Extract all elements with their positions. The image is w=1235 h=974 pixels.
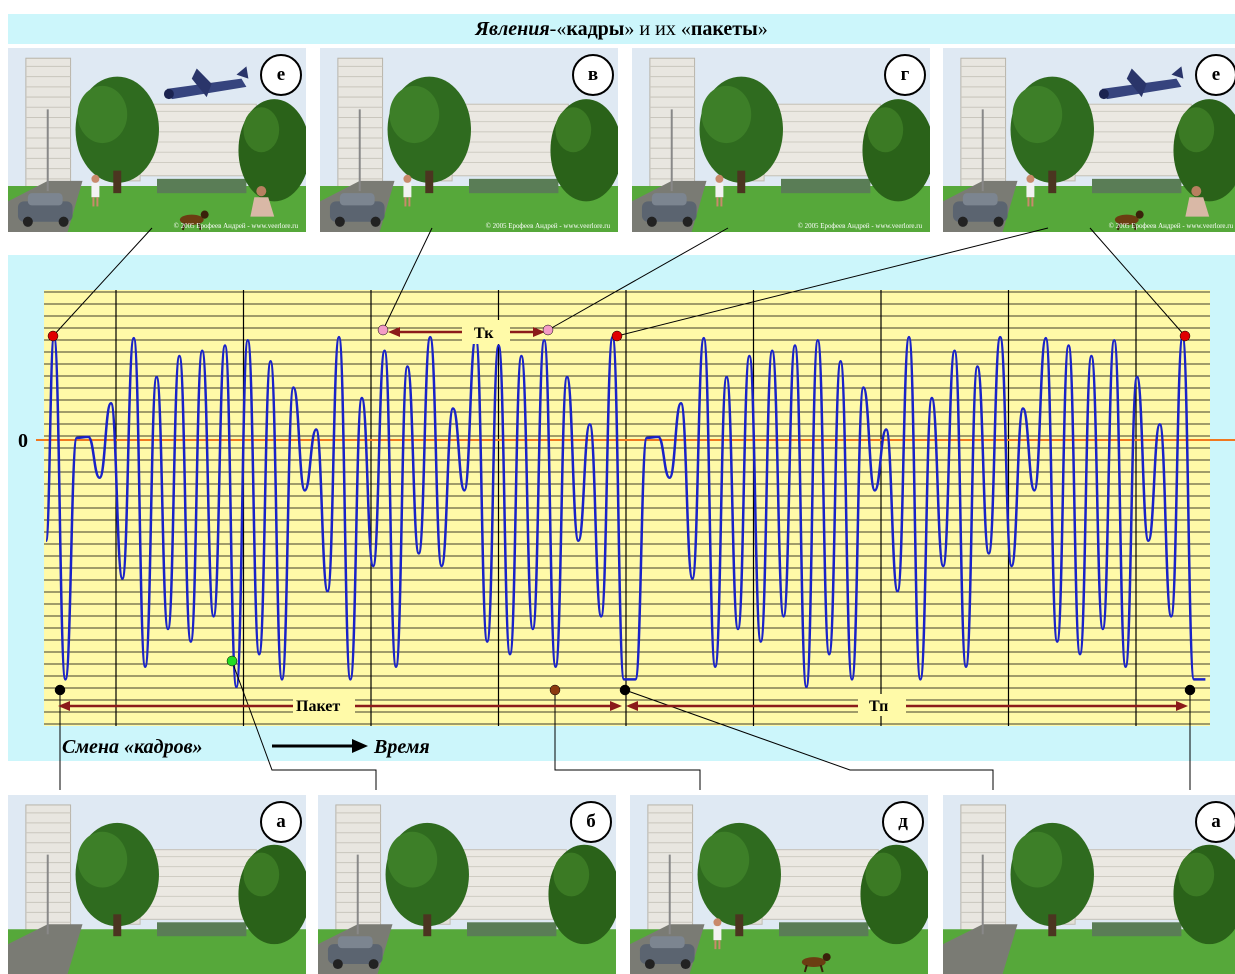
title-frames: кадры xyxy=(566,18,625,40)
bottom-frame-image-1 xyxy=(318,795,616,974)
top-frame-credit-2: © 2005 Ерофеев Андрей - www.veerlore.ru xyxy=(798,222,923,230)
tp-label: Тп xyxy=(869,698,888,715)
bottom-frame-letter-1: б xyxy=(570,801,612,843)
top-frame-letter-1: в xyxy=(572,54,614,96)
marker-v xyxy=(377,324,389,336)
packet-label: Пакет xyxy=(296,698,340,715)
signal-wave xyxy=(44,335,1206,689)
connector-lines xyxy=(52,227,1191,790)
top-frame-image-1: © 2005 Ерофеев Андрей - www.veerlore.ru xyxy=(320,48,618,232)
title-sep1: -« xyxy=(549,18,567,40)
top-frame-2: © 2005 Ерофеев Андрей - www.veerlore.ru г xyxy=(632,48,930,232)
bottom-frame-letter-2: д xyxy=(882,801,924,843)
tp-arrow xyxy=(626,701,1188,711)
top-frame-0: © 2005 Ерофеев Андрей - www.veerlore.ru е xyxy=(8,48,306,232)
tk-label: Тк xyxy=(474,325,494,342)
marker-d xyxy=(619,684,631,696)
marker-a-2 xyxy=(1184,684,1196,696)
page-title: Явления-«кадры» и их «пакеты» xyxy=(8,14,1235,44)
title-sep3: » xyxy=(757,18,768,40)
title-phenomena: Явления xyxy=(475,18,550,40)
title-sep2: » и их « xyxy=(624,18,691,40)
tk-label-bg xyxy=(462,320,510,344)
top-frame-credit-0: © 2005 Ерофеев Андрей - www.veerlore.ru xyxy=(174,222,299,230)
marker-e-3 xyxy=(1179,330,1191,342)
marker-a-1 xyxy=(54,684,66,696)
frame-markers xyxy=(47,324,1196,696)
marker-e-2 xyxy=(611,330,623,342)
top-frame-credit-1: © 2005 Ерофеев Андрей - www.veerlore.ru xyxy=(486,222,611,230)
top-frame-letter-3: е xyxy=(1195,54,1235,96)
top-frame-image-0: © 2005 Ерофеев Андрей - www.veerlore.ru xyxy=(8,48,306,232)
connector-line-3 xyxy=(616,227,1049,337)
title-packets: пакеты xyxy=(690,18,758,40)
zero-label: 0 xyxy=(18,430,28,452)
marker-e-1 xyxy=(47,330,59,342)
top-frame-image-2: © 2005 Ерофеев Андрей - www.veerlore.ru xyxy=(632,48,930,232)
top-frame-1: © 2005 Ерофеев Андрей - www.veerlore.ru в xyxy=(320,48,618,232)
connector-line-4 xyxy=(1089,227,1186,337)
time-arrow-head xyxy=(352,739,368,753)
bottom-frame-image-2 xyxy=(630,795,928,974)
bottom-frame-image-3 xyxy=(943,795,1235,974)
bottom-frame-letter-0: а xyxy=(260,801,302,843)
top-frame-letter-0: е xyxy=(260,54,302,96)
bottom-frame-0: а xyxy=(8,795,306,974)
bottom-frame-3: а xyxy=(943,795,1235,974)
marker-green xyxy=(226,655,238,667)
connector-line-7 xyxy=(554,690,701,790)
top-frame-credit-3: © 2005 Ерофеев Андрей - www.veerlore.ru xyxy=(1109,222,1234,230)
marker-g xyxy=(542,324,554,336)
bottom-frame-image-0 xyxy=(8,795,306,974)
frame-change-label: Смена «кадров» xyxy=(62,736,203,758)
top-frame-3: © 2005 Ерофеев Андрей - www.veerlore.ru е xyxy=(943,48,1235,232)
bottom-frame-letter-3: а xyxy=(1195,801,1235,843)
top-frame-letter-2: г xyxy=(884,54,926,96)
time-label: Время xyxy=(373,736,430,758)
connector-line-6 xyxy=(231,660,377,790)
bottom-frame-1: б xyxy=(318,795,616,974)
connector-line-8 xyxy=(624,689,994,790)
bottom-frame-2: д xyxy=(630,795,928,974)
connector-line-0 xyxy=(52,227,153,337)
packet-label-bg xyxy=(293,694,355,716)
marker-b xyxy=(549,684,561,696)
connector-line-1 xyxy=(382,227,433,331)
top-frame-image-3: © 2005 Ерофеев Андрей - www.veerlore.ru xyxy=(943,48,1235,232)
connector-line-2 xyxy=(547,227,729,331)
tp-label-bg xyxy=(858,694,906,716)
